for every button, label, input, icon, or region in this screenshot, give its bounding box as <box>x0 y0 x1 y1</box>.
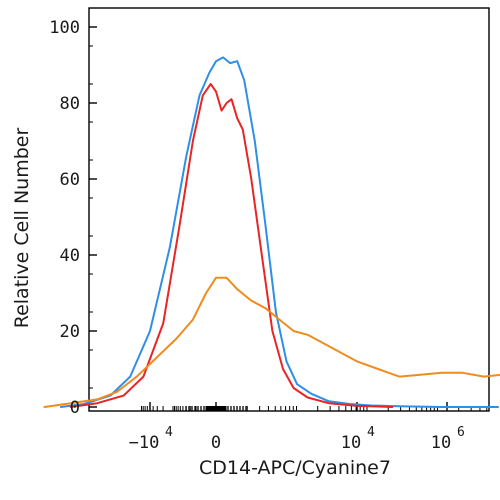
y-tick-label: 100 <box>49 18 80 38</box>
x-tick-exponent: 4 <box>367 425 375 440</box>
y-tick-label: 60 <box>60 170 80 190</box>
x-tick-label: −10 <box>129 433 160 453</box>
x-axis-title: CD14-APC/Cyanine7 <box>199 457 391 479</box>
x-tick-label: 0 <box>211 433 221 453</box>
x-tick-label: 10 <box>341 433 361 453</box>
plot-area <box>43 56 500 408</box>
y-tick-label: 20 <box>60 322 80 342</box>
y-axis-title: Relative Cell Number <box>11 128 33 329</box>
series-line-3 <box>43 276 500 408</box>
y-tick-label: 0 <box>70 398 80 418</box>
series-line-1 <box>59 56 499 408</box>
x-tick-exponent: 4 <box>165 425 173 440</box>
plot-frame <box>88 7 490 412</box>
x-tick-exponent: 6 <box>457 425 465 440</box>
series-line-2 <box>69 83 394 408</box>
axis-ticks <box>89 26 488 411</box>
y-tick-label: 80 <box>60 94 80 114</box>
x-tick-label: 10 <box>431 433 451 453</box>
y-tick-label: 40 <box>60 246 80 266</box>
